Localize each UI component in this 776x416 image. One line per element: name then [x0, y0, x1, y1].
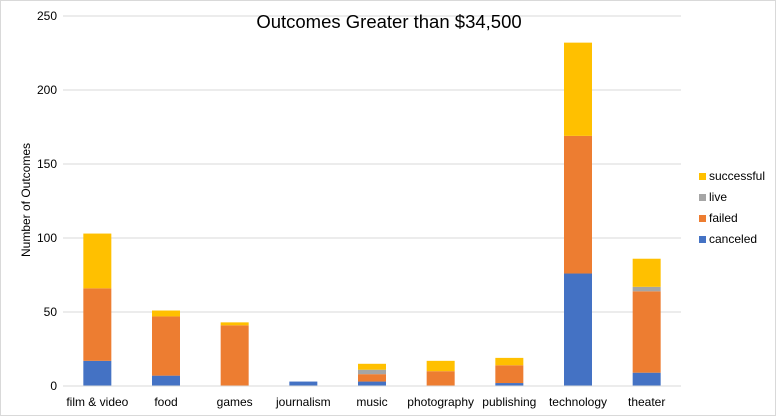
x-tick-label: games — [217, 395, 253, 409]
x-tick-label: theater — [628, 395, 665, 409]
legend-swatch-live — [699, 194, 706, 201]
chart-title: Outcomes Greater than $34,500 — [256, 11, 521, 32]
bar-segment-successful — [564, 42, 592, 136]
legend-label-failed: failed — [709, 211, 738, 225]
bar-segment-successful — [495, 357, 524, 366]
x-tick-label: film & video — [66, 395, 128, 409]
y-tick-label: 100 — [37, 231, 57, 245]
bar-segment-successful — [83, 233, 112, 289]
bar-segment-successful — [426, 360, 455, 372]
bar-segment-canceled — [495, 383, 524, 386]
y-tick-label: 200 — [37, 83, 57, 97]
bar-segment-successful — [358, 363, 386, 370]
bar-segment-canceled — [83, 360, 112, 386]
bar-segment-canceled — [358, 381, 386, 386]
bar-segment-canceled — [632, 372, 661, 386]
y-tick-label: 0 — [50, 379, 57, 393]
legend-label-canceled: canceled — [709, 232, 757, 246]
y-tick-label: 50 — [44, 305, 58, 319]
bar-segment-canceled — [564, 273, 592, 386]
bar-segment-successful — [152, 310, 180, 317]
x-tick-label: photography — [407, 395, 474, 409]
legend-swatch-failed — [699, 215, 706, 222]
x-tick-label: journalism — [275, 395, 331, 409]
y-tick-label: 250 — [37, 9, 57, 23]
legend: successful live failed canceled — [699, 169, 765, 246]
bar-segment-successful — [632, 258, 661, 287]
bar-segment-failed — [495, 365, 524, 384]
legend-swatch-canceled — [699, 236, 706, 243]
bar-segment-failed — [358, 374, 386, 382]
bars — [83, 42, 661, 386]
y-tick-label: 150 — [37, 157, 57, 171]
x-tick-label: technology — [549, 395, 607, 409]
bar-segment-failed — [83, 288, 112, 361]
legend-label-successful: successful — [709, 169, 765, 183]
bar-segment-canceled — [152, 375, 180, 386]
bar-segment-failed — [564, 135, 592, 274]
legend-label-live: live — [709, 190, 727, 204]
bar-segment-live — [632, 286, 661, 292]
bar-segment-canceled — [289, 381, 318, 386]
x-tick-label: food — [154, 395, 177, 409]
bar-segment-successful — [220, 322, 249, 326]
bar-segment-live — [358, 369, 386, 375]
bar-segment-failed — [426, 371, 455, 386]
bar-segment-failed — [152, 316, 180, 376]
y-axis-label: Number of Outcomes — [19, 143, 33, 257]
x-tick-label: music — [356, 395, 387, 409]
axes: 0 50 100 150 200 250 film & video food games jour… — [37, 9, 681, 409]
bar-segment-failed — [220, 325, 249, 386]
bar-segment-failed — [632, 291, 661, 373]
x-tick-label: publishing — [482, 395, 536, 409]
legend-swatch-successful — [699, 173, 706, 180]
